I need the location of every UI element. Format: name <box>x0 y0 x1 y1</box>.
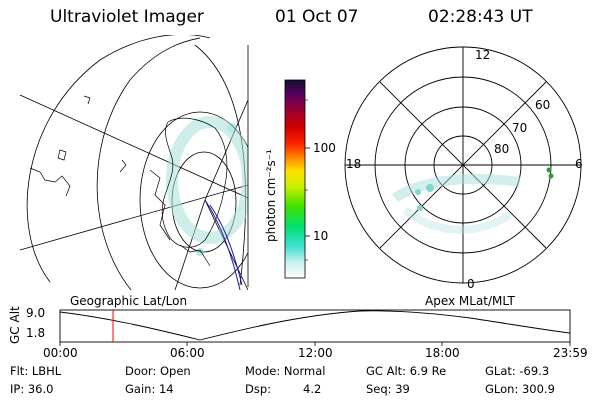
lat-label-60: 60 <box>535 98 551 112</box>
timeline-right-caption: Apex MLat/MLT <box>425 294 515 308</box>
altitude-timeline <box>59 309 571 346</box>
timeline-left-caption: Geographic Lat/Lon <box>70 294 188 308</box>
colorbar-tick-100: 100 <box>313 141 336 155</box>
aurora-oval-geo <box>166 116 248 256</box>
status-glon: GLon: 300.9 <box>485 382 555 396</box>
status-mode: Mode: Normal <box>245 364 326 378</box>
timeline-x-tick: 00:00 <box>43 346 78 360</box>
mlt-label-18: 18 <box>346 157 362 171</box>
app-title: Ultraviolet Imager <box>50 7 204 27</box>
status-filter: Flt: LBHL <box>10 364 62 378</box>
lat-label-70: 70 <box>512 121 528 135</box>
mlt-label-0: 0 <box>467 277 475 291</box>
geographic-globe-view <box>19 35 248 290</box>
status-gc-alt: GC Alt: 6.9 Re <box>366 364 447 378</box>
orbit-track <box>204 199 241 290</box>
polar-mlt-plot <box>344 46 582 284</box>
timeline-x-tick: 12:00 <box>298 346 333 360</box>
status-dsp-value: 4.2 <box>303 382 322 396</box>
colorbar-unit-label: photon cm⁻²s⁻¹ <box>264 149 278 242</box>
timeline-x-tick: 23:59 <box>553 346 588 360</box>
colorbar <box>284 79 306 279</box>
aurora-oval-mlt <box>392 174 521 234</box>
status-ip: IP: 36.0 <box>10 382 54 396</box>
lat-label-80: 80 <box>494 142 510 156</box>
status-glat: GLat: -69.3 <box>485 364 550 378</box>
mlt-label-12: 12 <box>475 48 491 62</box>
timeline-y-tick-max: 9.0 <box>26 306 46 320</box>
status-seq: Seq: 39 <box>366 382 410 396</box>
status-dsp-label: Dsp: <box>245 382 272 396</box>
status-door: Door: Open <box>125 364 191 378</box>
timeline-x-tick: 06:00 <box>170 346 205 360</box>
colorbar-tick-10: 10 <box>313 229 329 243</box>
timeline-y-title: GC Alt <box>8 306 22 344</box>
station-marker <box>546 167 552 173</box>
timeline-y-tick-min: 1.8 <box>26 326 46 340</box>
status-gain: Gain: 14 <box>125 382 174 396</box>
timeline-x-tick: 18:00 <box>425 346 460 360</box>
date-readout: 01 Oct 07 <box>275 7 359 27</box>
time-readout: 02:28:43 UT <box>428 7 533 27</box>
mlt-label-6: 6 <box>575 157 583 171</box>
